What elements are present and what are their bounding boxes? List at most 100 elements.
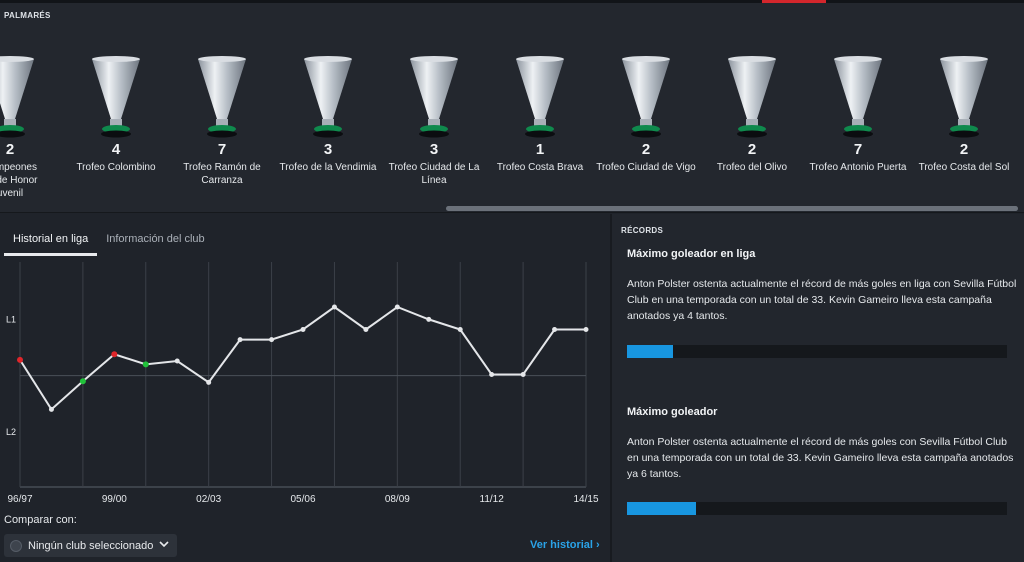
compare-label: Comparar con: [4,514,77,526]
trophy-name: Trofeo Ciudad de La Línea [388,162,480,186]
trophy-icon [0,55,38,139]
season-point[interactable] [489,372,495,377]
view-history-link[interactable]: Ver historial › [530,539,600,551]
season-point[interactable] [457,327,463,332]
x-tick-label: 99/00 [102,494,127,505]
trophy-icon [300,55,356,139]
season-point[interactable] [111,351,118,358]
trophy-count: 2 [641,141,651,158]
record-heading: Máximo goleador [627,406,718,418]
active-tab-indicator [762,0,826,3]
record-description: Anton Polster ostenta actualmente el réc… [627,278,1017,322]
trophy-count: 4 [111,141,121,158]
chevron-down-icon [159,540,169,551]
trophy-name: Campeones ón de Honor uvenil [0,162,38,199]
trophy-icon [512,55,568,139]
trophy-name: Trofeo del Olivo [716,162,788,173]
trophy-name: Trofeo Ciudad de Vigo [596,162,696,173]
x-tick-label: 02/03 [196,494,221,505]
y-tick-label: L1 [6,314,16,324]
trophy-item[interactable]: 2 Trofeo del Olivo [697,55,807,174]
trophy-scrollbar-thumb[interactable] [446,206,1018,211]
records-title: RÉCORDS [621,226,664,235]
record-progress-fill [627,345,673,358]
x-tick-label: 08/09 [385,494,410,505]
trophy-count: 3 [323,141,333,158]
league-history-chart: L1 L2 96/97 99/00 02/03 05/06 08/09 11/12 14/15 [0,262,608,512]
trophy-icon [88,55,144,139]
season-point[interactable] [269,337,275,343]
trophy-count: 2 [959,141,969,158]
season-point[interactable] [426,316,432,322]
trophy-item[interactable]: 7 Trofeo Ramón de Carranza [167,55,277,187]
panel-divider [610,214,612,562]
season-point[interactable] [583,327,589,332]
palmares-section: PALMARÉS 2 Campeones ón de Honor uvenil 4 T… [0,3,1024,213]
season-point[interactable] [394,304,400,310]
trophy-count: 3 [429,141,439,158]
league-position-line [19,305,586,411]
trophy-count: 7 [853,141,863,158]
season-point[interactable] [174,358,180,364]
season-point[interactable] [206,379,212,385]
record-heading: Máximo goleador en liga [627,248,756,260]
top-border [0,0,1024,3]
trophy-item[interactable]: 7 Trofeo Antonio Puerta [803,55,913,174]
compare-selected-value: Ningún club seleccionado [28,539,154,552]
trophy-name: Trofeo Ramón de Carranza [183,162,261,186]
season-point[interactable] [300,327,306,332]
y-tick-label: L2 [6,427,16,437]
trophy-icon [936,55,992,139]
chart-svg: L1 L2 96/97 99/00 02/03 05/06 08/09 11/12 14/15 [6,262,599,505]
club-icon [10,539,22,552]
record-progress-bar [627,345,1007,358]
chevron-right-icon: › [596,539,600,551]
trophy-name: Trofeo Colombino [76,162,156,173]
trophy-item[interactable]: 3 Trofeo de la Vendimia [273,55,383,174]
trophy-icon [194,55,250,139]
season-point[interactable] [363,327,369,332]
x-tick-label: 11/12 [480,494,505,505]
trophy-name: Trofeo de la Vendimia [279,162,377,173]
tab-league-history[interactable]: Historial en liga [4,230,98,256]
trophy-item[interactable]: 2 Campeones ón de Honor uvenil [0,55,65,200]
trophy-icon [406,55,462,139]
season-point[interactable] [48,406,54,412]
trophy-count: 7 [217,141,227,158]
trophy-icon [830,55,886,139]
trophy-name: Trofeo Costa del Sol [918,162,1010,173]
palmares-title: PALMARÉS [4,11,51,20]
record-progress-bar [627,502,1007,515]
x-tick-label: 14/15 [573,494,598,505]
trophy-name: Trofeo Antonio Puerta [809,162,907,173]
tab-club-info[interactable]: Información del club [106,233,205,245]
compare-club-dropdown[interactable]: Ningún club seleccionado [4,534,177,557]
x-tick-label: 05/06 [290,494,315,505]
season-point[interactable] [142,361,149,368]
x-tick-label: 96/97 [7,494,32,505]
trophy-item[interactable]: 3 Trofeo Ciudad de La Línea [379,55,489,187]
trophy-icon [618,55,674,139]
record-top-scorer: Máximo goleador Anton Polster ostenta ac… [627,406,1017,482]
view-history-label: Ver historial [530,539,593,551]
trophy-count: 2 [747,141,757,158]
league-history-panel: Historial en liga Información del club L… [0,214,608,562]
record-league-top-scorer: Máximo goleador en liga Anton Polster os… [627,248,1017,324]
season-point[interactable] [552,327,558,332]
season-point[interactable] [237,337,243,343]
trophy-count: 2 [5,141,15,158]
trophy-name: Trofeo Costa Brava [496,162,584,173]
trophy-count: 1 [535,141,545,158]
trophy-item[interactable]: 4 Trofeo Colombino [61,55,171,174]
season-point[interactable] [331,304,337,310]
season-point[interactable] [17,356,23,363]
tab-bar: Historial en liga Información del club [4,230,214,258]
trophy-item[interactable]: 1 Trofeo Costa Brava [485,55,595,174]
records-panel: RÉCORDS Máximo goleador en liga Anton Po… [612,214,1024,562]
season-point[interactable] [79,378,86,385]
record-progress-fill [627,502,697,515]
trophy-icon [724,55,780,139]
trophy-item[interactable]: 2 Trofeo Ciudad de Vigo [591,55,701,174]
trophy-item[interactable]: 2 Trofeo Costa del Sol [909,55,1019,174]
season-point[interactable] [520,372,526,377]
